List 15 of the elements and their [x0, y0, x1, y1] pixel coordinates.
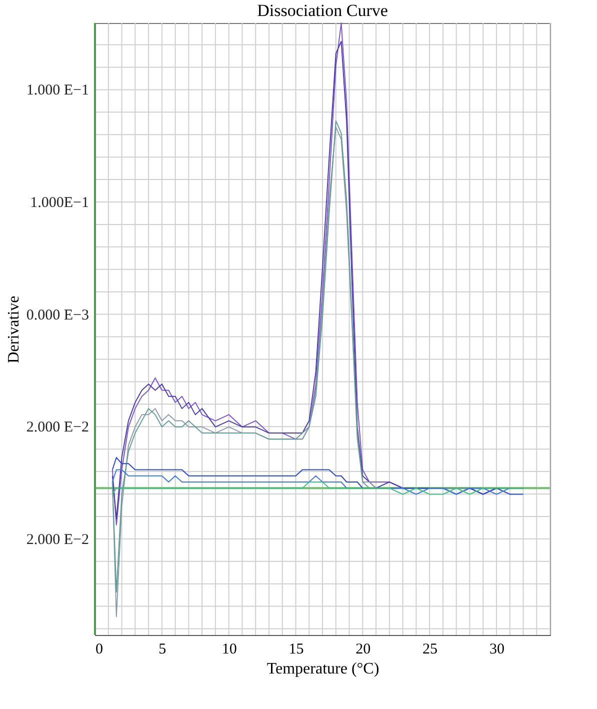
x-tick-label: 30: [489, 642, 504, 658]
x-tick-label: 5: [158, 642, 166, 658]
text: 2.000 E−2: [26, 420, 89, 436]
text: 2.000 E−2: [26, 532, 89, 548]
text: 0.000 E−3: [26, 307, 89, 324]
x-tick-label: 15: [288, 642, 304, 658]
y-axis-title: Derivative: [6, 296, 22, 364]
x-tick-label: 25: [422, 642, 438, 658]
text: 1.000E−1: [30, 195, 89, 212]
text: 1.000 E−1: [26, 82, 89, 99]
chart-title: Dissociation Curve: [257, 1, 388, 20]
x-tick-label: 20: [356, 642, 371, 658]
x-tick-label: 10: [222, 642, 237, 658]
x-axis-title: Temperature (°C): [266, 660, 380, 678]
x-tick-label: 0: [96, 642, 103, 658]
